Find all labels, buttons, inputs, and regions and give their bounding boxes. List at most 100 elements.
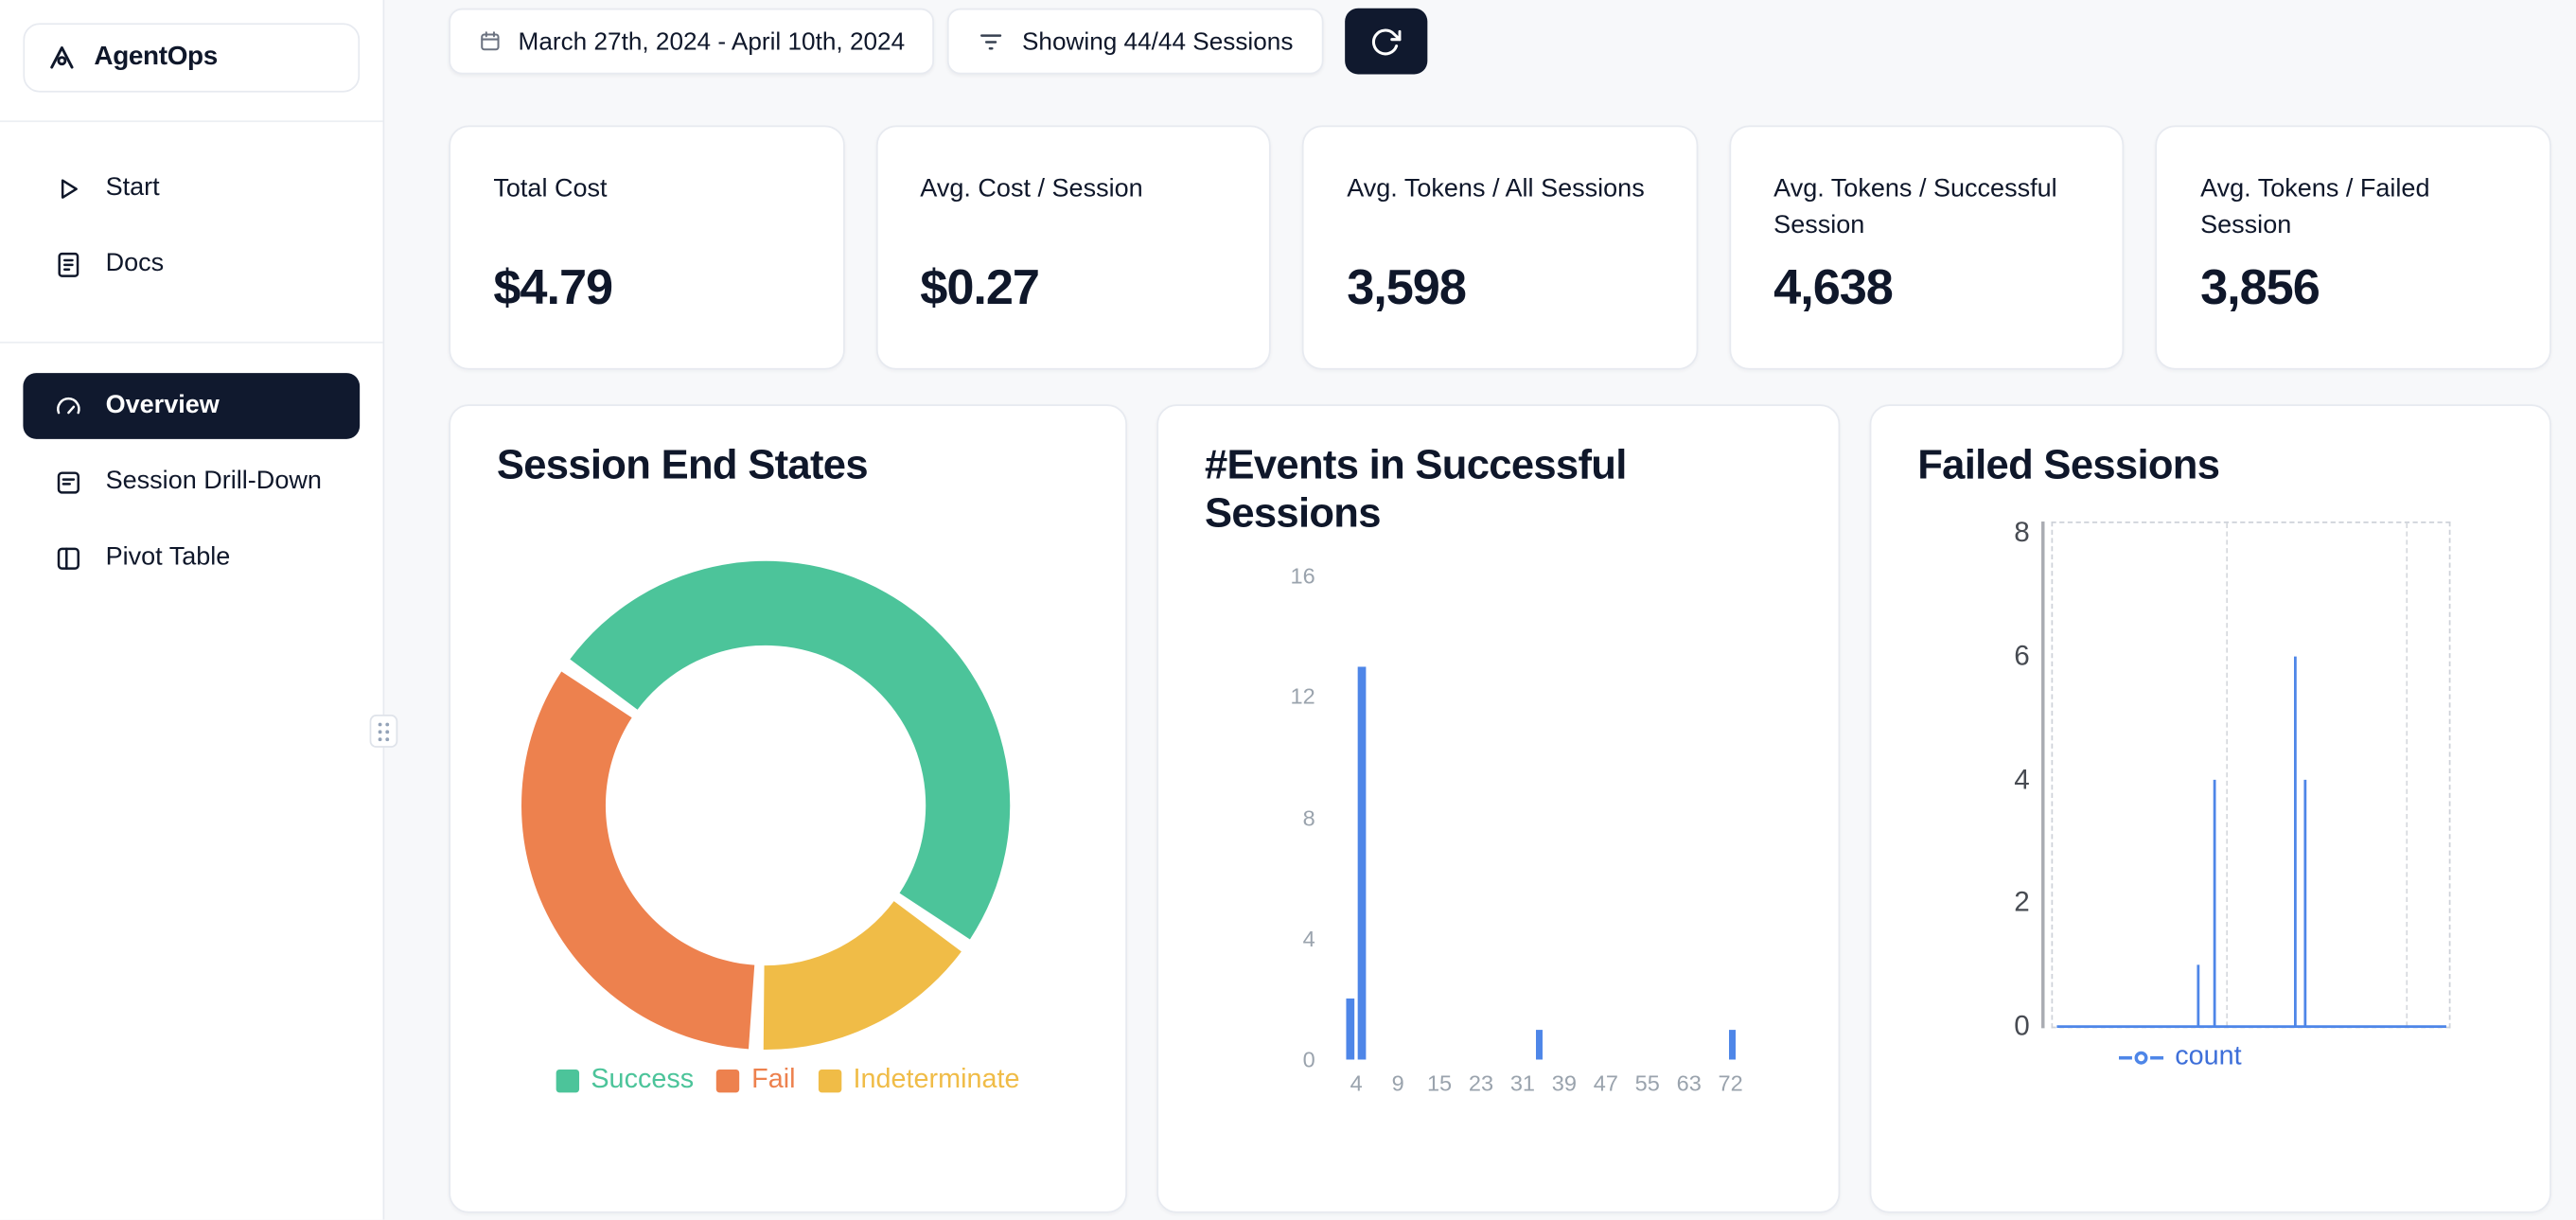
stat-value: 3,598	[1347, 260, 1467, 316]
count-line-series[interactable]	[2056, 656, 2446, 1029]
donut-segment-fail[interactable]	[521, 671, 755, 1050]
failed-plot: count 0 2 4 6 8	[2014, 517, 2451, 1071]
stat-value: $0.27	[920, 260, 1040, 316]
x-tick-label: 63	[1676, 1070, 1702, 1096]
sidebar-item-start[interactable]: Start	[23, 155, 360, 221]
legend-swatch-icon	[556, 1069, 580, 1092]
stat-value: $4.79	[493, 260, 613, 316]
y-tick-label: 2	[2014, 886, 2030, 918]
date-range-button[interactable]: March 27th, 2024 - April 10th, 2024	[449, 8, 935, 75]
bar-events-3[interactable]	[1346, 999, 1354, 1060]
legend-label: Fail	[751, 1064, 796, 1095]
filter-icon	[978, 27, 1006, 56]
legend-label: Indeterminate	[853, 1064, 1020, 1095]
legend-item-fail[interactable]: Fail	[716, 1064, 796, 1096]
refresh-icon	[1370, 26, 1402, 57]
sidebar-item-pivot-table[interactable]: Pivot Table	[23, 525, 360, 592]
session-end-states-donut-svg	[521, 560, 1011, 1051]
grip-dots-icon	[377, 720, 392, 742]
failed-sessions-card: Failed Sessions count 0 2 4 6 8	[1869, 404, 2551, 1213]
stat-value: 4,638	[1773, 260, 1894, 316]
bar-events-35[interactable]	[1535, 1029, 1544, 1060]
x-tick-label: 72	[1718, 1070, 1743, 1096]
stat-value: 3,856	[2200, 260, 2320, 316]
stat-label: Avg. Tokens / All Sessions	[1347, 174, 1645, 203]
events-successful-card: #Events in Successful Sessions 0 4 8 12 16 4 9…	[1156, 404, 1841, 1213]
stat-card-avg-cost-session: Avg. Cost / Session $0.27	[875, 125, 1272, 370]
x-tick-label: 39	[1551, 1070, 1577, 1096]
y-tick-label: 4	[2014, 763, 2030, 795]
x-tick-label: 23	[1468, 1070, 1494, 1096]
sidebar: AgentOps Start Docs	[0, 0, 385, 1220]
sidebar-item-label: Docs	[105, 249, 165, 277]
stat-card-avg-tokens-failed: Avg. Tokens / Failed Session 3,856	[2156, 125, 2551, 370]
calendar-icon	[479, 29, 502, 52]
legend-item-success[interactable]: Success	[556, 1065, 694, 1096]
stat-label: Avg. Tokens / Successful Session	[1773, 174, 2057, 240]
grid-line-vertical	[2405, 522, 2408, 1027]
sidebar-nav-top: Start Docs	[0, 122, 383, 342]
stats-row: Total Cost $4.79 Avg. Cost / Session $0.…	[449, 125, 2551, 370]
x-tick-label: 47	[1593, 1070, 1618, 1096]
bar-events-4[interactable]	[1357, 666, 1366, 1060]
x-tick-label: 4	[1350, 1070, 1363, 1096]
y-tick-label: 12	[1290, 684, 1315, 710]
x-tick-label: 15	[1426, 1070, 1453, 1096]
date-range-label: March 27th, 2024 - April 10th, 2024	[518, 27, 906, 56]
y-axis-line	[2041, 522, 2044, 1029]
x-tick-label: 55	[1634, 1070, 1660, 1096]
legend-item-indeterminate[interactable]: Indeterminate	[818, 1064, 1020, 1096]
bar-events-72[interactable]	[1728, 1029, 1737, 1060]
sidebar-item-label: Start	[105, 173, 160, 202]
chart-title: #Events in Successful Sessions	[1204, 442, 1627, 536]
sidebar-item-label: Session Drill-Down	[105, 467, 322, 496]
y-tick-label: 8	[2014, 516, 2030, 548]
charts-row: Session End States Success Fail Indetermin…	[449, 404, 2551, 1213]
stat-label: Avg. Tokens / Failed Session	[2200, 174, 2430, 240]
failed-line-svg	[2056, 656, 2446, 1029]
legend-label: Success	[591, 1064, 695, 1095]
failed-sessions-legend-item[interactable]: count	[2118, 1041, 2242, 1072]
app-name: AgentOps	[94, 43, 218, 71]
legend-swatch-icon	[818, 1069, 842, 1092]
pivot-table-icon	[53, 542, 84, 574]
gauge-icon	[53, 390, 84, 421]
y-tick-label: 0	[2014, 1010, 2030, 1042]
sidebar-item-overview[interactable]: Overview	[23, 373, 361, 439]
events-plot: 0 4 8 12 16 4 9 15 23 31 39 47 55 63 72	[1291, 563, 1825, 1095]
session-end-states-legend: Success Fail Indeterminate	[450, 1065, 1125, 1096]
stat-card-total-cost: Total Cost $4.79	[449, 125, 845, 370]
line-marker-icon	[2118, 1047, 2164, 1067]
topbar: March 27th, 2024 - April 10th, 2024 Show…	[449, 8, 2551, 75]
y-tick-label: 4	[1302, 926, 1315, 951]
donut-segment-indeterminate[interactable]	[763, 901, 962, 1051]
sidebar-nav-main: Overview Session Drill-Down Pivot Table	[0, 344, 383, 592]
docs-icon	[53, 248, 84, 279]
stat-label: Avg. Cost / Session	[920, 174, 1143, 203]
x-tick-label: 31	[1509, 1070, 1536, 1096]
stat-card-avg-tokens-all: Avg. Tokens / All Sessions 3,598	[1302, 125, 1698, 370]
y-tick-label: 8	[1302, 804, 1315, 831]
refresh-button[interactable]	[1344, 8, 1427, 75]
y-tick-label: 0	[1302, 1047, 1315, 1072]
y-tick-label: 6	[2014, 640, 2030, 672]
sidebar-resize-handle[interactable]	[369, 715, 398, 748]
stat-card-avg-tokens-successful: Avg. Tokens / Successful Session 4,638	[1729, 125, 2125, 370]
x-tick-label: 9	[1391, 1070, 1404, 1096]
sidebar-divider	[0, 120, 383, 123]
donut-segment-success[interactable]	[570, 560, 1011, 940]
agentops-logo-icon	[44, 41, 79, 76]
sidebar-item-session-drill-down[interactable]: Session Drill-Down	[23, 449, 360, 515]
stat-label: Total Cost	[493, 174, 608, 203]
chart-title: Failed Sessions	[1917, 442, 2220, 489]
sidebar-item-docs[interactable]: Docs	[23, 231, 360, 297]
session-filter-button[interactable]: Showing 44/44 Sessions	[947, 8, 1323, 75]
chart-title: Session End States	[496, 442, 869, 489]
agentops-logo[interactable]: AgentOps	[23, 23, 361, 93]
main-content: March 27th, 2024 - April 10th, 2024 Show…	[384, 0, 2576, 1220]
session-end-states-card: Session End States Success Fail Indetermin…	[449, 404, 1127, 1213]
y-tick-label: 16	[1290, 563, 1315, 589]
play-icon	[53, 172, 84, 203]
session-list-icon	[53, 467, 84, 498]
